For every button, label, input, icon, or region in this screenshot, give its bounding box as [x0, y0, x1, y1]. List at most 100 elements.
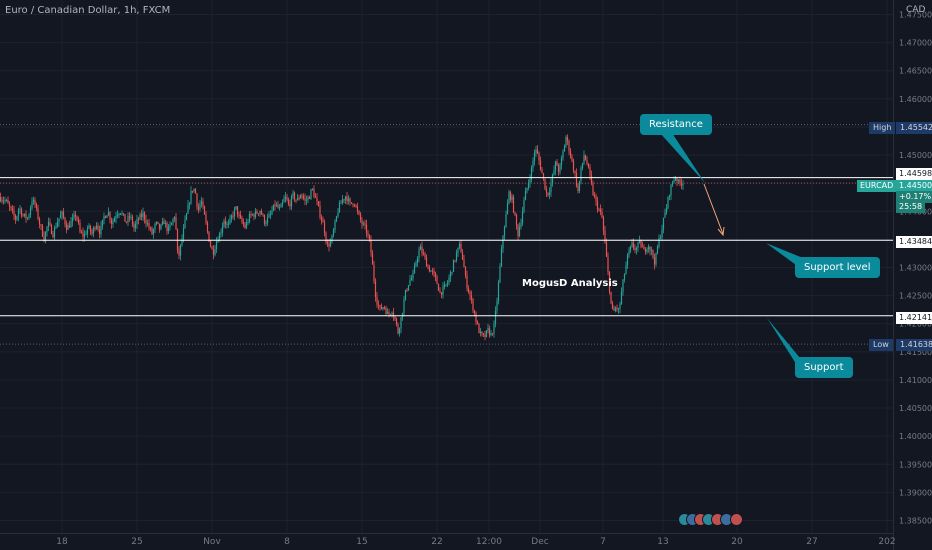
resistance-callout[interactable]: Resistance [640, 114, 712, 135]
candle-body [610, 291, 612, 304]
candle-body [551, 174, 554, 184]
candle-body [595, 196, 597, 201]
candle-body [409, 280, 411, 286]
candle-body [500, 248, 503, 267]
candle-body [502, 235, 504, 249]
candle-body [76, 216, 78, 220]
candle-body [139, 214, 141, 220]
candle-body [65, 224, 68, 230]
candle-body [664, 212, 666, 218]
candle-body [485, 330, 488, 337]
candle-body [340, 202, 342, 204]
candle-body [55, 227, 57, 229]
candle-body [464, 267, 467, 276]
candle-body [584, 155, 587, 161]
candle-body [110, 219, 113, 224]
candle-body [385, 307, 387, 314]
candle-body [206, 222, 209, 232]
candle-body [652, 250, 654, 258]
candle-body [413, 266, 416, 274]
candle-body [619, 304, 621, 309]
candle-body [322, 220, 324, 223]
candle-body [398, 328, 401, 334]
candle-body [224, 220, 227, 225]
candle-body [331, 235, 333, 242]
candle-body [368, 235, 371, 240]
forecast-arrow[interactable] [703, 183, 724, 235]
candle-body [16, 216, 18, 220]
candle-body [232, 215, 234, 217]
high-label-tag: High [869, 122, 896, 134]
x-tick-label: 27 [806, 537, 817, 547]
candle-body [160, 224, 162, 230]
candle-body [112, 221, 114, 224]
candle-body [458, 243, 461, 248]
candle-body [328, 243, 330, 247]
y-tick-label: 1.42500 [899, 292, 932, 301]
candle-body [671, 182, 674, 185]
candle-body [568, 140, 570, 151]
candle-body [187, 204, 189, 214]
candle-body [73, 214, 75, 218]
candle-body [301, 195, 303, 197]
candle-body [475, 313, 477, 323]
y-tick-label: 1.41000 [899, 376, 932, 385]
candle-body [433, 271, 435, 274]
candle-body [572, 160, 575, 171]
candle-body [17, 209, 20, 217]
candle-body [361, 219, 363, 225]
candle-body [491, 333, 494, 335]
candle-body [248, 213, 251, 222]
candle-body [86, 228, 89, 234]
support-callout[interactable]: Support [795, 357, 853, 378]
candle-body [106, 215, 108, 218]
candle-body [247, 221, 249, 223]
candle-body [229, 218, 231, 224]
last-price-tag: 1.44500 [896, 180, 932, 192]
candle-body [620, 291, 623, 305]
candle-body [415, 262, 417, 267]
candle-body [88, 225, 90, 229]
y-tick-label: 1.39500 [899, 460, 932, 469]
candle-body [674, 178, 677, 181]
candle-body [49, 222, 51, 225]
candle-body [377, 304, 380, 306]
candle-body [422, 253, 425, 255]
candle-body [451, 271, 453, 273]
candle-body [382, 307, 384, 310]
candle-body [473, 310, 476, 314]
candle-body [8, 203, 11, 207]
candle-body [631, 242, 633, 247]
candle-body [77, 219, 80, 224]
candle-body [626, 255, 629, 265]
candle-body [421, 246, 423, 254]
candle-body [400, 317, 402, 329]
candle-body [670, 184, 672, 196]
candle-body [289, 203, 291, 207]
candle-body [599, 209, 602, 213]
candle-body [257, 213, 260, 215]
candle-body [226, 223, 228, 225]
candle-body [575, 173, 578, 186]
flag-icon[interactable] [730, 513, 743, 526]
candle-body [188, 203, 191, 205]
candle-body [659, 237, 662, 239]
candle-body [97, 225, 99, 230]
candle-body [373, 264, 375, 282]
candle-body [254, 211, 257, 218]
candle-body [20, 208, 23, 216]
candle-body [4, 200, 6, 202]
candle-body [346, 196, 348, 202]
candle-body [350, 202, 353, 204]
candle-body [638, 240, 641, 243]
candle-body [205, 214, 207, 223]
candle-body [271, 210, 273, 214]
candle-body [199, 203, 201, 210]
x-tick-label: 202 [878, 537, 895, 547]
candle-body [304, 198, 306, 201]
candle-body [211, 246, 213, 250]
candle-body [506, 203, 509, 215]
support-level-callout[interactable]: Support level [795, 257, 880, 278]
candle-body [425, 257, 428, 267]
